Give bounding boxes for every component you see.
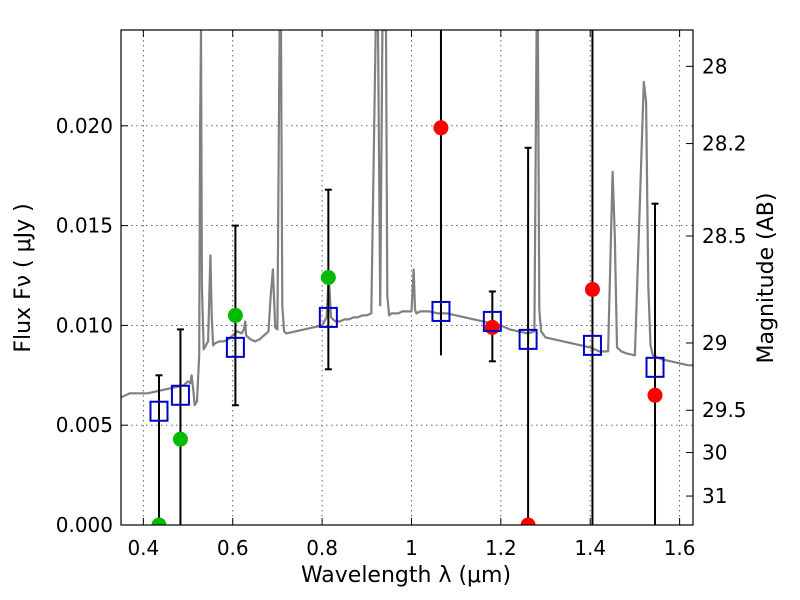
red-points-marker	[584, 281, 600, 297]
right-axis-tick-label: 30	[702, 441, 727, 465]
blue-square-marker	[645, 356, 665, 378]
x-tick-label: 1.2	[485, 536, 517, 560]
blue-square-marker	[149, 400, 169, 422]
red-points-marker	[433, 120, 449, 136]
x-tick-label: 1.6	[664, 536, 696, 560]
right-axis-tick-label: 28.5	[702, 224, 747, 248]
marker-layer	[149, 120, 665, 525]
y-tick-label: 0.020	[56, 114, 113, 138]
blue-square-marker	[318, 306, 338, 328]
y-tick-label: 0.010	[56, 313, 113, 337]
green-points-marker	[151, 517, 167, 525]
right-axis-tick-label: 31	[702, 484, 727, 508]
red-points-marker	[484, 319, 500, 335]
spectrum-layer	[121, 30, 693, 407]
y-tick-label: 0.005	[56, 413, 113, 437]
green-points-marker	[320, 270, 336, 285]
error-bar-layer	[155, 30, 659, 525]
red-points-marker	[520, 517, 536, 525]
right-axis-tick-label: 29.5	[702, 398, 747, 422]
blue-square-marker	[431, 300, 451, 322]
y-axis-label: Flux Fν ( μJy )	[11, 203, 36, 352]
blue-square-marker	[225, 336, 245, 358]
x-tick-label: 0.8	[306, 536, 338, 560]
right-axis-tick-label: 28.2	[702, 132, 747, 156]
blue-square-marker	[170, 384, 190, 406]
right-axis-tick-label: 29	[702, 331, 727, 355]
x-axis-label: Wavelength λ (μm)	[301, 563, 511, 588]
green-points-marker	[172, 431, 188, 447]
blue-square-marker	[482, 310, 502, 332]
green-points-marker	[227, 307, 243, 323]
y-tick-label: 0.000	[56, 513, 113, 537]
right-axis-ticks: 28 28.2 28.5 29 29.5 30 31	[686, 54, 747, 508]
x-axis-ticks: 0.4 0.6 0.8 1 1.2 1.4 1.6	[127, 30, 696, 560]
x-tick-label: 0.6	[217, 536, 249, 560]
blue-square-marker	[582, 334, 602, 356]
grid	[121, 30, 693, 526]
x-tick-label: 1	[405, 536, 418, 560]
y-axis-ticks: 0.000 0.005 0.010 0.015 0.020	[56, 114, 128, 537]
right-axis-tick-label: 28	[702, 54, 727, 78]
plot-frame	[120, 29, 694, 526]
x-tick-label: 1.4	[574, 536, 606, 560]
y-tick-label: 0.015	[56, 214, 113, 238]
blue-square-marker	[518, 328, 538, 350]
spectrum-line	[121, 30, 693, 407]
red-points-marker	[647, 387, 663, 403]
right-axis-label: Magnitude (AB)	[754, 193, 779, 364]
x-tick-label: 0.4	[127, 536, 159, 560]
